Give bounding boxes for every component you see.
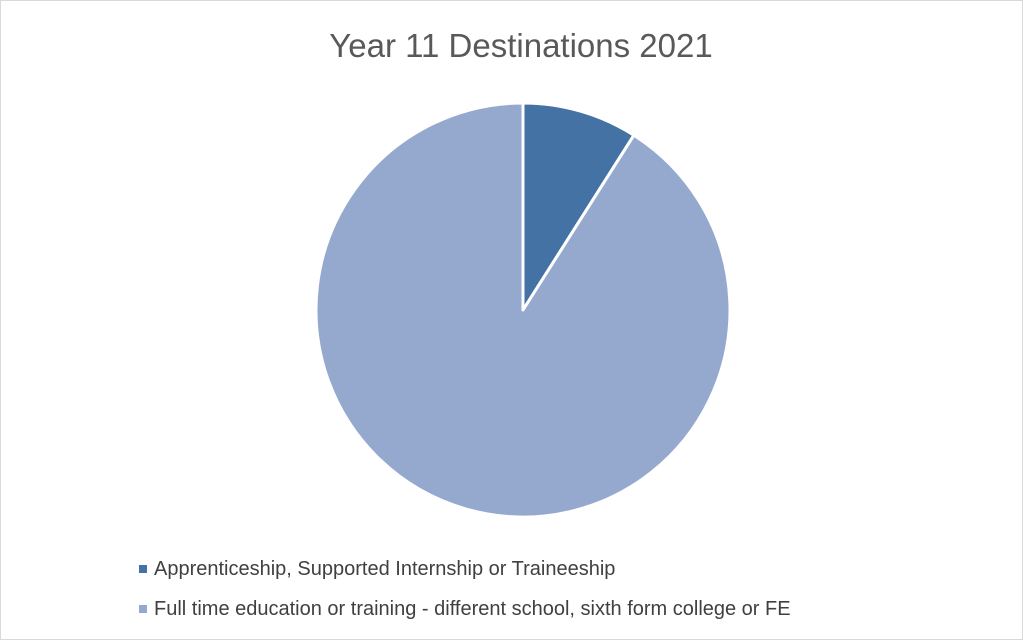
chart-title: Year 11 Destinations 2021 bbox=[329, 27, 713, 64]
legend-label-full-time-education: Full time education or training - differ… bbox=[154, 597, 791, 620]
legend-item-full-time-education: Full time education or training - differ… bbox=[139, 597, 791, 620]
legend-item-apprenticeship: Apprenticeship, Supported Internship or … bbox=[139, 557, 791, 580]
legend-swatch-full-time-education bbox=[139, 605, 147, 613]
legend: Apprenticeship, Supported Internship or … bbox=[139, 557, 791, 639]
legend-label-apprenticeship: Apprenticeship, Supported Internship or … bbox=[154, 557, 616, 580]
pie-slice-1 bbox=[314, 101, 732, 519]
legend-swatch-apprenticeship bbox=[139, 565, 147, 573]
pie-slice-0 bbox=[521, 101, 636, 312]
